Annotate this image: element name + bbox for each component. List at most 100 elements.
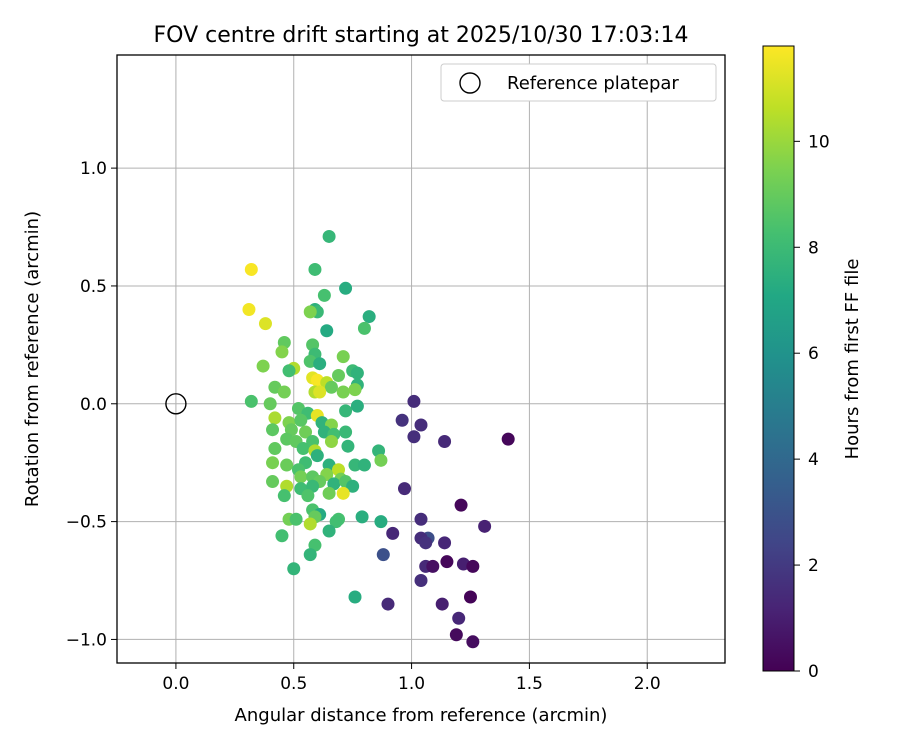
colorbar-gradient bbox=[762, 45, 795, 672]
legend-marker bbox=[459, 72, 481, 94]
data-point bbox=[294, 470, 308, 484]
data-point bbox=[435, 597, 449, 611]
data-point bbox=[280, 458, 294, 472]
data-point bbox=[381, 597, 395, 611]
data-point bbox=[277, 385, 291, 399]
data-point bbox=[362, 310, 376, 324]
data-point bbox=[287, 562, 301, 576]
x-tick-label: 1.5 bbox=[516, 674, 543, 694]
x-tick-label: 0.0 bbox=[162, 674, 189, 694]
x-axis-label: Angular distance from reference (arcmin) bbox=[235, 705, 608, 726]
y-tick-label: −0.5 bbox=[66, 513, 107, 533]
data-point bbox=[244, 262, 258, 276]
data-point bbox=[374, 453, 388, 467]
data-point bbox=[332, 368, 346, 382]
legend: Reference platepar bbox=[440, 63, 717, 102]
data-point bbox=[329, 515, 343, 529]
data-point bbox=[322, 229, 336, 243]
reference-marker-layer bbox=[165, 393, 187, 415]
data-point bbox=[341, 439, 355, 453]
legend-label: Reference platepar bbox=[507, 73, 679, 94]
colorbar-tick-label: 4 bbox=[808, 450, 819, 470]
data-point bbox=[357, 321, 371, 335]
data-point bbox=[244, 394, 258, 408]
data-point bbox=[339, 425, 353, 439]
data-point bbox=[454, 498, 468, 512]
data-point bbox=[320, 324, 334, 338]
y-axis-label: Rotation from reference (arcmin) bbox=[22, 211, 43, 507]
data-point bbox=[299, 425, 313, 439]
x-tick-label: 1.0 bbox=[398, 674, 425, 694]
data-point bbox=[386, 526, 400, 540]
colorbar-tick-label: 2 bbox=[808, 556, 819, 576]
data-point bbox=[266, 423, 280, 437]
data-point bbox=[355, 510, 369, 524]
data-point bbox=[317, 288, 331, 302]
y-tick-label: 1.0 bbox=[80, 159, 107, 179]
data-point bbox=[268, 411, 282, 425]
data-point bbox=[374, 515, 388, 529]
data-point bbox=[324, 380, 338, 394]
data-point bbox=[303, 305, 317, 319]
data-point bbox=[440, 555, 454, 569]
data-point bbox=[339, 404, 353, 418]
colorbar-ticks: 0 2 4 6 8 10 bbox=[794, 132, 830, 682]
data-point bbox=[478, 519, 492, 533]
data-point bbox=[336, 385, 350, 399]
data-point bbox=[266, 456, 280, 470]
data-point bbox=[348, 383, 362, 397]
data-point bbox=[426, 559, 440, 573]
data-point bbox=[313, 357, 327, 371]
data-point bbox=[242, 303, 256, 317]
data-point bbox=[398, 482, 412, 496]
chart-title: FOV centre drift starting at 2025/10/30 … bbox=[154, 23, 689, 48]
data-point bbox=[466, 635, 480, 649]
data-point bbox=[275, 529, 289, 543]
legend-box bbox=[440, 63, 717, 102]
data-point bbox=[275, 345, 289, 359]
data-point bbox=[336, 486, 350, 500]
grid bbox=[117, 55, 725, 663]
data-point bbox=[348, 458, 362, 472]
reference-platepar-marker bbox=[165, 393, 187, 415]
data-point bbox=[268, 442, 282, 456]
data-point bbox=[322, 524, 336, 538]
x-axis-ticks: 0.0 0.5 1.0 1.5 2.0 bbox=[162, 663, 661, 694]
data-point bbox=[501, 432, 515, 446]
data-point bbox=[339, 281, 353, 295]
colorbar-tick-label: 0 bbox=[808, 662, 819, 682]
y-tick-label: −1.0 bbox=[66, 630, 107, 650]
data-point bbox=[449, 628, 463, 642]
data-point bbox=[350, 399, 364, 413]
data-point bbox=[463, 590, 477, 604]
colorbar-tick-label: 6 bbox=[808, 344, 819, 364]
data-point bbox=[263, 397, 277, 411]
data-point bbox=[301, 489, 315, 503]
data-point bbox=[438, 536, 452, 550]
data-point bbox=[282, 364, 296, 378]
data-point bbox=[414, 418, 428, 432]
y-axis-ticks: −1.0 −0.5 0.0 0.5 1.0 bbox=[66, 159, 117, 650]
colorbar-label: Hours from first FF file bbox=[842, 259, 863, 460]
data-point bbox=[466, 559, 480, 573]
data-point bbox=[419, 536, 433, 550]
data-point bbox=[438, 434, 452, 448]
data-point bbox=[294, 413, 308, 427]
data-point bbox=[336, 350, 350, 364]
data-point bbox=[266, 475, 280, 489]
plot-frame bbox=[116, 54, 726, 664]
data-point bbox=[310, 449, 324, 463]
data-point bbox=[407, 430, 421, 444]
data-point bbox=[256, 359, 270, 373]
colorbar: 0 2 4 6 8 10 Hours from first FF file bbox=[762, 45, 863, 682]
x-tick-label: 2.0 bbox=[634, 674, 661, 694]
data-point bbox=[303, 517, 317, 531]
data-point bbox=[258, 317, 272, 331]
data-point bbox=[322, 486, 336, 500]
data-point bbox=[289, 512, 303, 526]
data-point bbox=[414, 512, 428, 526]
data-point bbox=[324, 434, 338, 448]
data-point bbox=[407, 394, 421, 408]
data-point bbox=[376, 548, 390, 562]
